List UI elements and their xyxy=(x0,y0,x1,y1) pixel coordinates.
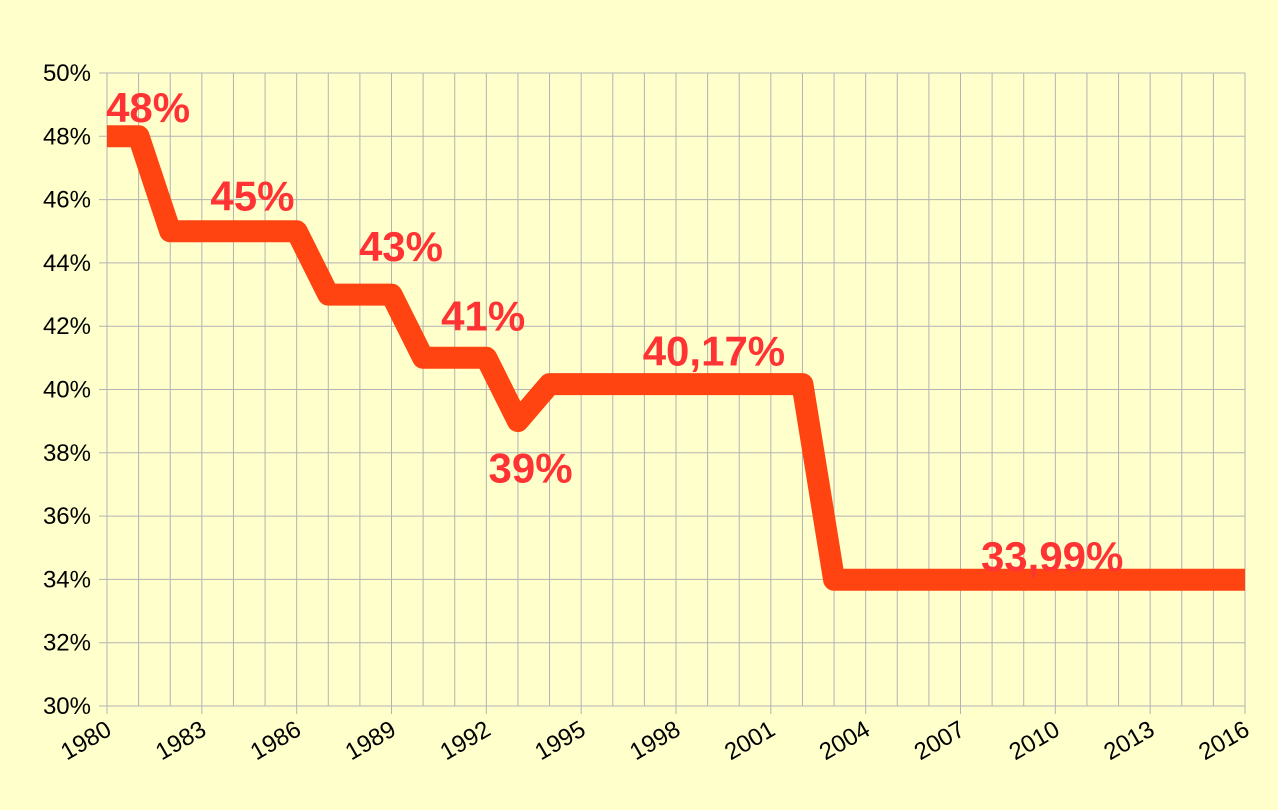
x-tick-label: 1983 xyxy=(151,716,211,766)
data-label: 41% xyxy=(441,293,525,340)
y-tick-label: 44% xyxy=(43,250,91,277)
data-label: 40,17% xyxy=(643,328,785,375)
data-label: 45% xyxy=(210,172,294,219)
series-group xyxy=(107,125,1245,591)
x-tick-label: 2013 xyxy=(1099,716,1159,766)
x-tick-label: 1989 xyxy=(341,716,401,766)
data-label: 48% xyxy=(106,84,190,131)
x-tick-label: 2001 xyxy=(720,716,780,766)
y-tick-label: 32% xyxy=(43,630,91,657)
x-tick-label: 1992 xyxy=(436,716,496,766)
y-tick-label: 34% xyxy=(43,566,91,593)
y-tick-label: 38% xyxy=(43,440,91,467)
x-axis-tick-labels: 1980 1983 1986 1989 1992 1995 1998 2001 2004 2007… xyxy=(56,716,1254,766)
y-tick-label: 36% xyxy=(43,503,91,530)
y-tick-label: 30% xyxy=(43,693,91,720)
y-tick-label: 42% xyxy=(43,313,91,340)
x-tick-label: 1995 xyxy=(530,716,590,766)
x-tick-label: 1980 xyxy=(56,716,116,766)
data-label: 39% xyxy=(489,445,573,492)
data-label: 33,99% xyxy=(981,533,1123,580)
x-tick-label: 2004 xyxy=(815,716,875,766)
x-tick-label: 2016 xyxy=(1194,716,1254,766)
grid xyxy=(99,72,1246,714)
series-line xyxy=(107,125,1245,591)
y-tick-label: 48% xyxy=(43,123,91,150)
x-tick-label: 2010 xyxy=(1005,716,1065,766)
x-tick-label: 1986 xyxy=(246,716,306,766)
data-labels: 48% 45% 43% 41% 39% 40,17% 33,99% xyxy=(106,84,1123,580)
x-tick-label: 2007 xyxy=(910,716,970,766)
x-tick-label: 1998 xyxy=(625,716,685,766)
y-tick-label: 46% xyxy=(43,187,91,214)
y-tick-label: 50% xyxy=(43,60,91,87)
y-axis-tick-labels: 30% 32% 34% 36% 38% 40% 42% 44% 46% 48% 50% xyxy=(43,60,91,720)
data-label: 43% xyxy=(359,223,443,270)
y-tick-label: 40% xyxy=(43,377,91,404)
